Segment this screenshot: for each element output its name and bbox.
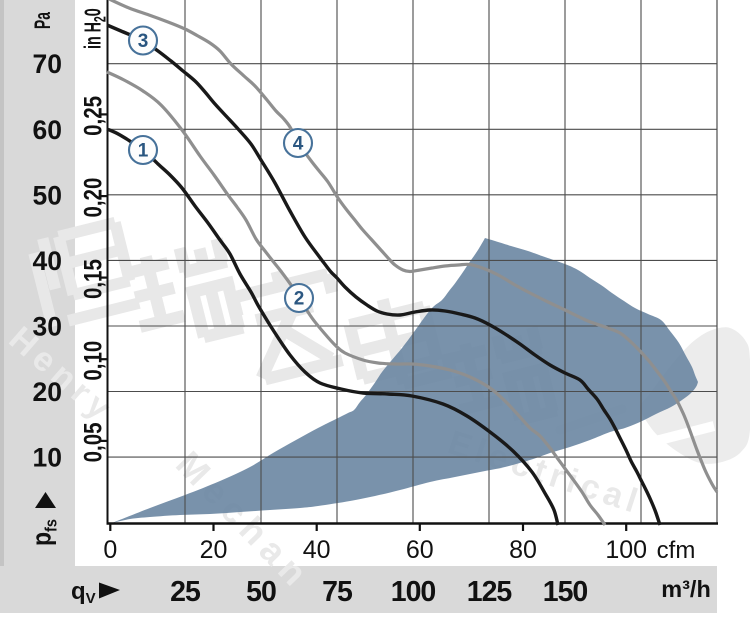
svg-text:0: 0 bbox=[103, 536, 117, 564]
svg-text:50: 50 bbox=[33, 180, 62, 210]
svg-text:4: 4 bbox=[293, 134, 304, 155]
svg-text:40: 40 bbox=[33, 246, 62, 276]
svg-text:0,05: 0,05 bbox=[79, 422, 107, 462]
svg-text:40: 40 bbox=[303, 536, 331, 564]
svg-text:30: 30 bbox=[33, 312, 62, 342]
svg-text:80: 80 bbox=[509, 536, 537, 564]
svg-text:1: 1 bbox=[138, 141, 149, 162]
svg-text:0,10: 0,10 bbox=[79, 341, 107, 381]
svg-text:0,15: 0,15 bbox=[79, 259, 107, 299]
svg-text:2: 2 bbox=[294, 289, 305, 310]
svg-text:125: 125 bbox=[467, 576, 513, 608]
svg-text:m³/h: m³/h bbox=[661, 576, 711, 602]
svg-text:20: 20 bbox=[200, 536, 228, 564]
svg-text:75: 75 bbox=[322, 576, 353, 608]
svg-text:60: 60 bbox=[406, 536, 434, 564]
svg-text:10: 10 bbox=[33, 443, 62, 473]
svg-text:cfm: cfm bbox=[657, 537, 696, 564]
svg-text:20: 20 bbox=[33, 377, 62, 407]
svg-text:60: 60 bbox=[33, 115, 62, 145]
svg-text:70: 70 bbox=[33, 49, 62, 79]
svg-text:pfs: pfs bbox=[27, 519, 61, 546]
svg-text:50: 50 bbox=[246, 576, 276, 608]
svg-text:Pa: Pa bbox=[30, 11, 55, 29]
svg-text:25: 25 bbox=[170, 576, 201, 608]
svg-text:0,25: 0,25 bbox=[79, 96, 107, 136]
svg-text:100: 100 bbox=[605, 536, 647, 564]
svg-text:150: 150 bbox=[543, 576, 588, 608]
svg-text:100: 100 bbox=[391, 576, 436, 608]
svg-text:3: 3 bbox=[138, 31, 149, 52]
svg-text:in H20: in H20 bbox=[81, 8, 109, 49]
svg-text:0,20: 0,20 bbox=[79, 178, 107, 218]
